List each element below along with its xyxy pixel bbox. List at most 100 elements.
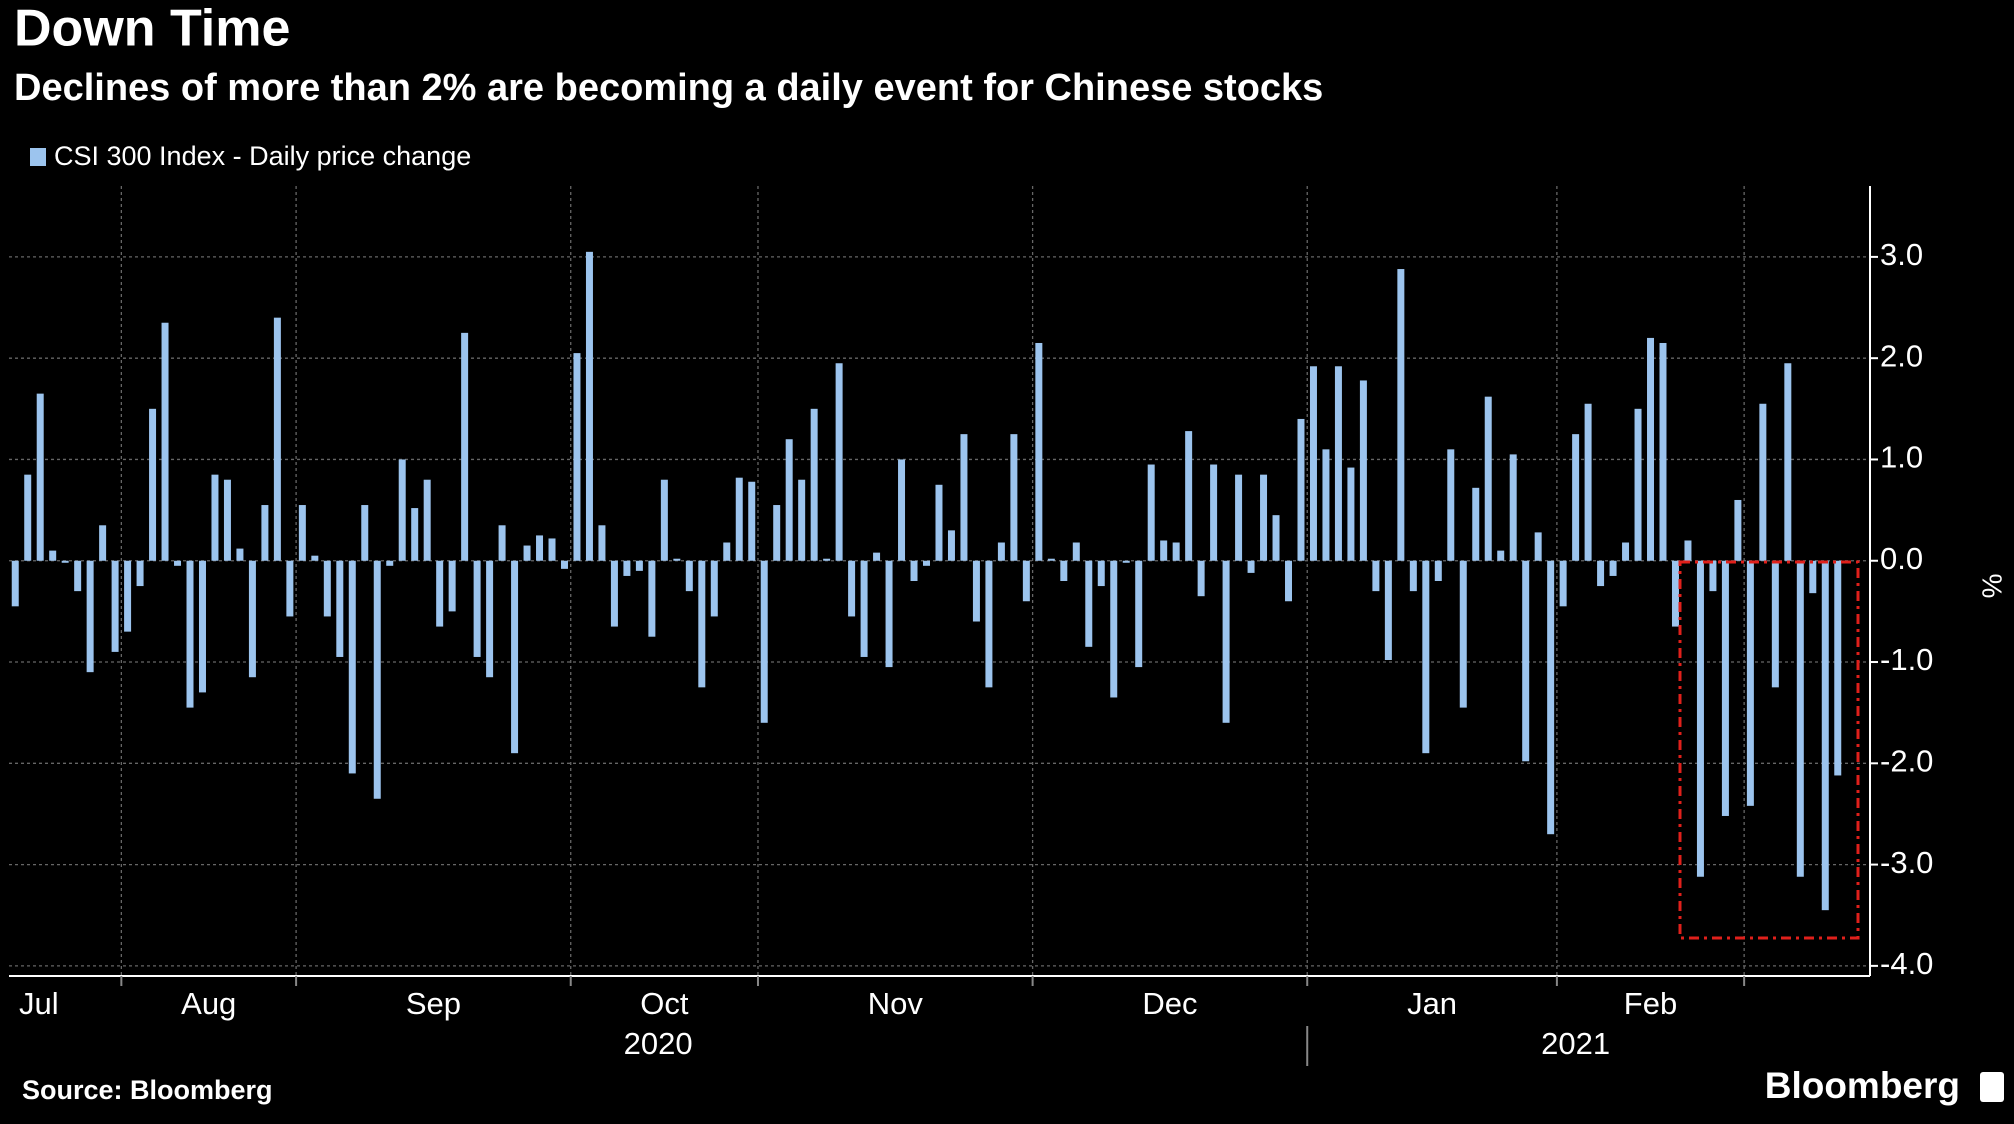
- bar: [560, 560, 568, 569]
- bar: [398, 459, 406, 561]
- bar: [248, 560, 256, 678]
- bar: [1547, 560, 1555, 835]
- bar: [1484, 396, 1492, 561]
- bar: [735, 477, 743, 561]
- bar: [423, 479, 431, 561]
- bar: [1347, 467, 1355, 561]
- bar: [1472, 487, 1480, 561]
- bar: [11, 560, 19, 607]
- bar: [848, 560, 856, 617]
- bar: [1559, 560, 1567, 607]
- legend-swatch: [30, 148, 46, 166]
- y-tick-label: 2.0: [1880, 338, 1923, 373]
- bar: [1122, 560, 1130, 563]
- y-tick-label: 0.0: [1880, 541, 1923, 576]
- bar: [1721, 560, 1729, 816]
- y-tick-label: -1.0: [1880, 642, 1933, 677]
- y-tick-label: 1.0: [1880, 440, 1923, 475]
- bar: [386, 560, 394, 566]
- year-label: 2020: [624, 1026, 693, 1061]
- bar: [1060, 560, 1068, 581]
- bar: [1047, 558, 1055, 561]
- x-tick-label: Nov: [868, 986, 924, 1021]
- bar: [1185, 431, 1193, 561]
- bar: [373, 560, 381, 799]
- bar: [1734, 499, 1742, 561]
- bar: [1759, 403, 1767, 561]
- bar: [1297, 418, 1305, 561]
- bar: [760, 560, 768, 723]
- x-tick-label: Aug: [181, 986, 236, 1021]
- bar: [273, 317, 281, 561]
- bar: [947, 530, 955, 561]
- bar: [1696, 560, 1704, 877]
- bar: [211, 474, 219, 561]
- bar: [149, 408, 157, 561]
- bar: [473, 560, 481, 657]
- bar: [298, 505, 306, 561]
- x-tick-label: Sep: [406, 986, 461, 1021]
- bar: [1509, 454, 1517, 561]
- y-tick-label: -3.0: [1880, 845, 1933, 880]
- bar: [1147, 464, 1155, 561]
- bar: [99, 525, 107, 561]
- bar: [585, 251, 593, 561]
- bar: [136, 560, 144, 587]
- bar: [49, 550, 57, 561]
- bar: [1072, 542, 1080, 561]
- bar: [685, 560, 693, 592]
- bar: [823, 558, 831, 561]
- bar: [698, 560, 706, 688]
- bar: [1609, 560, 1617, 576]
- bar: [648, 560, 656, 637]
- y-tick-label: 3.0: [1880, 237, 1923, 272]
- bar: [985, 560, 993, 688]
- bar: [1322, 449, 1330, 561]
- bar: [1022, 560, 1030, 602]
- x-tick-label: Dec: [1142, 986, 1197, 1021]
- bar: [1784, 363, 1792, 561]
- bar: [174, 560, 182, 566]
- bar: [810, 408, 818, 561]
- x-tick-label: Jul: [19, 986, 59, 1021]
- bar: [24, 474, 32, 561]
- bar: [610, 560, 618, 627]
- bar: [1659, 342, 1667, 561]
- bar: [1110, 560, 1118, 698]
- bar: [1671, 560, 1679, 627]
- bar: [124, 560, 132, 632]
- legend-label: CSI 300 Index - Daily price change: [54, 141, 471, 171]
- bar: [498, 525, 506, 561]
- bar: [997, 542, 1005, 561]
- bar: [898, 459, 906, 561]
- bar: [323, 560, 331, 617]
- bar: [1709, 560, 1717, 592]
- bar: [1222, 560, 1230, 723]
- bar: [1634, 408, 1642, 561]
- bar: [935, 484, 943, 561]
- bar: [1384, 560, 1392, 660]
- bar: [236, 548, 244, 561]
- bar: [1684, 540, 1692, 561]
- bar: [673, 558, 681, 561]
- bar: [1409, 560, 1417, 592]
- bar: [1210, 464, 1218, 561]
- bar: [873, 552, 881, 561]
- y-tick-label: -4.0: [1880, 946, 1933, 981]
- bar: [411, 508, 419, 561]
- bar: [923, 560, 930, 566]
- bar: [885, 560, 893, 668]
- bar: [1771, 560, 1779, 688]
- y-tick-label: -2.0: [1880, 743, 1933, 778]
- bar: [1572, 434, 1580, 561]
- bar: [261, 505, 269, 561]
- bar: [960, 434, 968, 561]
- bar: [1834, 560, 1842, 776]
- bar: [1497, 550, 1505, 561]
- bar: [1309, 366, 1317, 561]
- bar: [773, 505, 781, 561]
- bar: [548, 538, 556, 561]
- bar: [448, 560, 456, 612]
